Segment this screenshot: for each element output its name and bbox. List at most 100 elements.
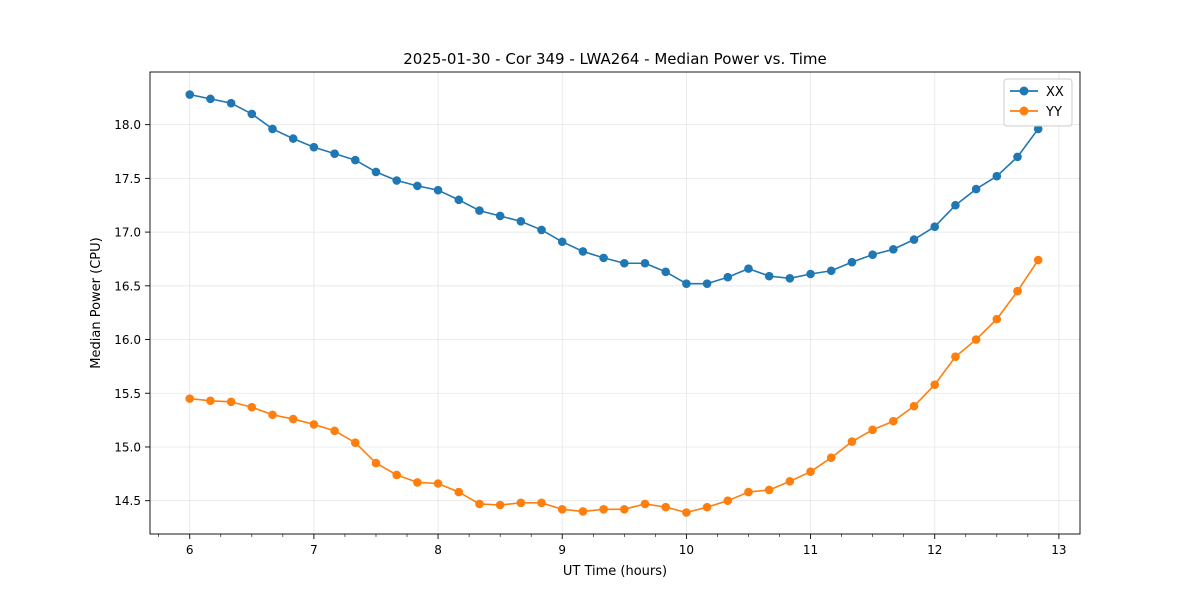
data-point-yy: [599, 504, 608, 514]
data-point-xx: [350, 155, 360, 165]
data-point-xx: [392, 176, 401, 185]
data-point-xx: [433, 185, 443, 195]
x-tick-label: 13: [1051, 543, 1066, 557]
data-point-yy: [661, 502, 670, 512]
data-point-yy: [930, 380, 940, 389]
data-point-yy: [909, 401, 919, 411]
x-axis: 6 7 8 9 10 11 12 13: [158, 534, 1067, 557]
data-point-yy: [578, 507, 588, 516]
data-point-xx: [847, 257, 857, 267]
data-point-xx: [268, 124, 277, 134]
y-tick-label: 18.0: [114, 118, 141, 132]
data-point-xx: [413, 181, 422, 191]
data-point-xx: [288, 134, 298, 143]
data-point-yy: [247, 402, 257, 412]
data-point-xx: [971, 184, 981, 194]
plot-frame: [149, 71, 1081, 535]
data-point-yy: [826, 453, 836, 463]
legend-marker-xx: [1019, 86, 1029, 96]
x-tick-label: 9: [558, 543, 566, 557]
x-tick-label: 11: [803, 543, 818, 557]
x-axis-label: UT Time (hours): [563, 564, 667, 579]
chart-title: 2025-01-30 - Cor 349 - LWA264 - Median P…: [403, 50, 827, 68]
data-point-yy: [392, 470, 401, 480]
data-point-yy: [620, 504, 629, 514]
data-point-yy: [330, 426, 339, 436]
data-point-yy: [371, 458, 381, 468]
data-point-yy: [537, 498, 546, 508]
data-point-yy: [226, 397, 236, 407]
data-point-yy: [806, 467, 815, 476]
data-point-yy: [764, 485, 774, 495]
data-point-xx: [578, 247, 588, 256]
legend-label-yy: YY: [1045, 105, 1062, 120]
data-point-yy: [516, 498, 526, 508]
data-point-xx: [454, 195, 464, 205]
data-point-xx: [1033, 124, 1043, 134]
data-point-yy: [744, 487, 753, 497]
data-point-yy: [682, 508, 691, 517]
legend-marker-yy: [1019, 106, 1029, 116]
series-line-xx: [189, 93, 1039, 285]
data-point-xx: [599, 253, 608, 263]
data-point-xx: [247, 109, 257, 119]
data-point-xx: [909, 235, 919, 244]
data-point-xx: [185, 90, 195, 99]
y-axis-label: Median Power (CPU): [89, 237, 104, 368]
data-point-xx: [744, 264, 753, 273]
data-point-xx: [557, 237, 567, 247]
y-tick-label: 17.5: [114, 172, 141, 186]
data-point-xx: [1013, 152, 1022, 162]
y-tick-label: 15.0: [114, 440, 141, 454]
data-point-xx: [868, 250, 877, 259]
data-point-yy: [785, 477, 795, 486]
data-point-yy: [951, 352, 960, 362]
data-point-yy: [288, 414, 298, 424]
data-point-xx: [992, 171, 1002, 181]
data-point-xx: [537, 225, 546, 235]
data-point-xx: [806, 269, 815, 279]
data-point-xx: [702, 279, 712, 288]
series-yy: [185, 255, 1043, 517]
y-tick-label: 17.0: [114, 226, 141, 240]
x-tick-label: 10: [679, 543, 694, 557]
data-point-xx: [826, 266, 836, 276]
data-point-xx: [785, 273, 795, 283]
y-tick-label: 14.5: [114, 494, 141, 508]
data-point-yy: [454, 487, 464, 497]
data-point-yy: [992, 314, 1002, 324]
data-point-xx: [889, 244, 898, 254]
series-xx: [185, 90, 1043, 288]
x-tick-label: 12: [927, 543, 942, 557]
y-tick-label: 16.5: [114, 279, 141, 293]
data-point-yy: [268, 410, 277, 420]
data-point-yy: [702, 502, 712, 512]
data-point-yy: [1033, 255, 1043, 265]
data-point-yy: [889, 416, 898, 426]
data-point-xx: [661, 267, 670, 277]
data-point-xx: [620, 258, 629, 268]
data-point-xx: [226, 98, 236, 108]
data-point-xx: [682, 279, 691, 288]
data-point-yy: [868, 425, 877, 435]
data-point-yy: [413, 478, 422, 487]
data-point-yy: [475, 499, 484, 509]
data-point-xx: [516, 217, 526, 226]
data-point-xx: [206, 94, 215, 104]
data-point-xx: [640, 258, 650, 268]
data-point-xx: [330, 149, 339, 158]
y-tick-label: 15.5: [114, 387, 141, 401]
data-point-xx: [309, 142, 319, 152]
data-point-xx: [371, 167, 381, 177]
x-tick-label: 6: [186, 543, 194, 557]
data-point-yy: [495, 500, 505, 510]
x-tick-label: 7: [310, 543, 318, 557]
data-point-xx: [723, 272, 733, 282]
x-tick-label: 8: [434, 543, 442, 557]
data-point-yy: [433, 479, 443, 488]
data-point-xx: [475, 206, 484, 215]
data-point-xx: [495, 211, 505, 221]
data-point-yy: [309, 420, 319, 429]
data-point-yy: [1013, 286, 1022, 296]
